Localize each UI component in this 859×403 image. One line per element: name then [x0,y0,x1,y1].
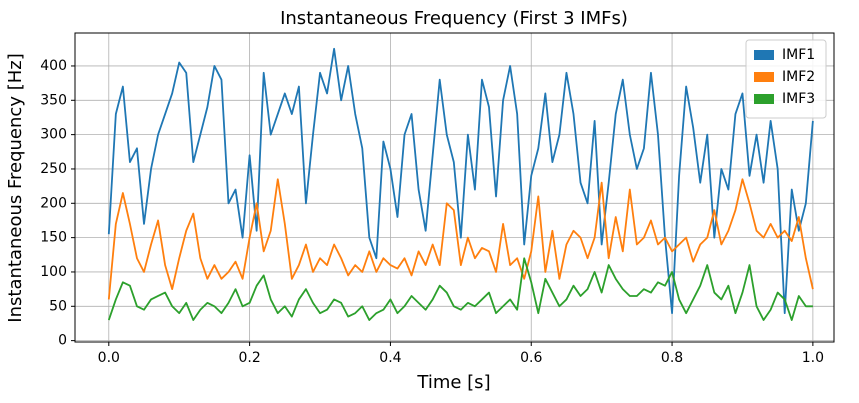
series-line [107,257,813,321]
y-tick-label: 200 [40,195,67,211]
y-tick-label: 150 [40,230,67,246]
y-tick-label: 100 [40,264,67,280]
plot-frame [74,32,835,343]
legend: IMF1 IMF2 IMF3 [745,39,827,119]
y-tick-label: 250 [40,161,67,177]
y-axis-label: Instantaneous Frequency [Hz] [5,53,26,322]
x-tick-label: 0.6 [520,350,542,366]
y-tick-label: 350 [40,92,67,108]
y-tick-label: 400 [40,58,67,74]
x-tick-label: 0.2 [238,350,260,366]
y-tick-label: 50 [49,298,67,314]
x-tick-label: 1.0 [802,350,824,366]
y-tick-label: 300 [40,127,67,143]
legend-swatch [754,72,774,82]
legend-swatch [754,94,774,104]
legend-label: IMF2 [782,69,815,85]
series-line [107,47,814,315]
y-tick-label: 0 [58,333,67,349]
series-line [107,178,814,300]
chart-title: Instantaneous Frequency (First 3 IMFs) [280,8,628,29]
legend-label: IMF3 [782,91,815,107]
legend-swatch [754,50,774,60]
x-tick-label: 0.0 [98,350,120,366]
x-axis-label: Time [s] [416,372,490,393]
x-tick-label: 0.4 [379,350,401,366]
x-tick-label: 0.8 [661,350,683,366]
legend-label: IMF1 [782,47,815,63]
